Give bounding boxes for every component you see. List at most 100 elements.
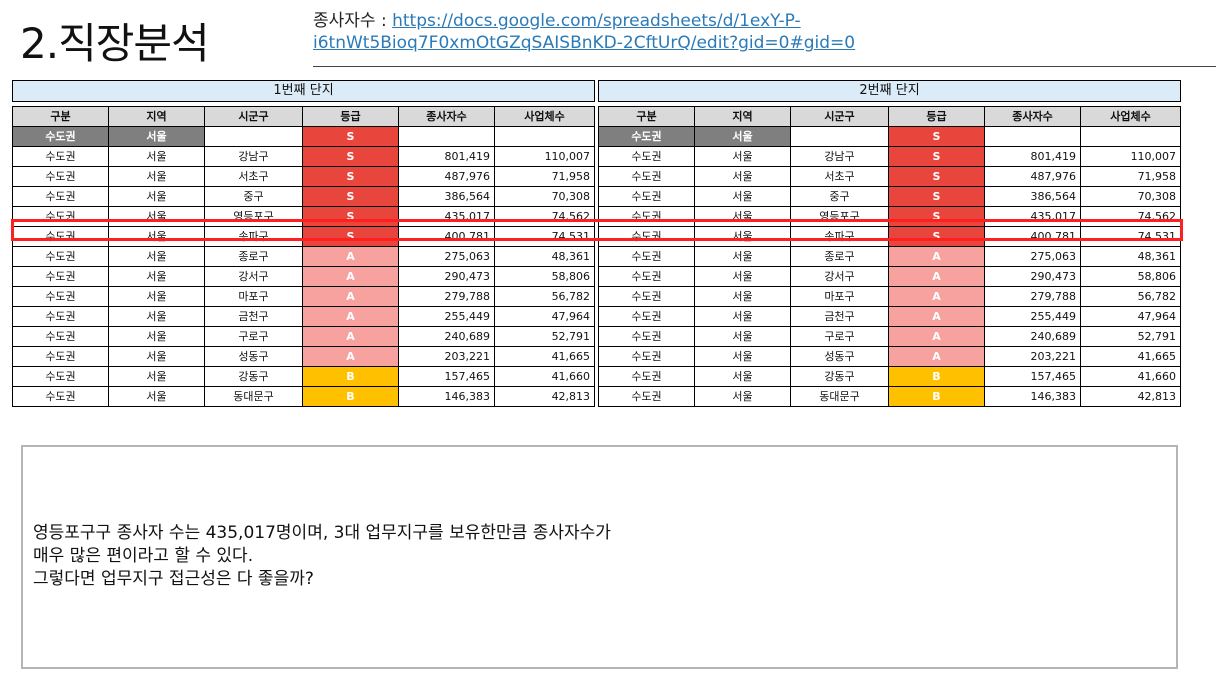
table-cell: 마포구: [204, 286, 303, 307]
table-row: 수도권 서울 강동구 B 157,465 41,660: [12, 366, 596, 387]
table-cell: 157,465: [398, 366, 495, 387]
table-row: 수도권 서울 서초구 S 487,976 71,958: [12, 166, 596, 187]
table-cell: 255,449: [398, 306, 495, 327]
table-cell: 70,308: [1079, 186, 1182, 207]
table-cell: 서울: [108, 266, 205, 287]
table-cell: 203,221: [984, 346, 1081, 367]
table-cell: 수도권: [12, 366, 109, 387]
table-cell: 110,007: [1079, 146, 1182, 167]
table-cell: S: [888, 206, 985, 227]
table-cell: 47,964: [493, 306, 596, 327]
table-row: 수도권 서울 마포구 A 279,788 56,782: [598, 286, 1182, 307]
table-cell: 58,806: [493, 266, 596, 287]
table-cell: [984, 126, 1081, 147]
table-cell: [790, 126, 889, 147]
table-row: 수도권 서울 중구 S 386,564 70,308: [12, 186, 596, 207]
table-cell: 영등포구: [790, 206, 889, 227]
table-cell: 435,017: [984, 206, 1081, 227]
table-cell: A: [888, 286, 985, 307]
table-cell: 146,383: [398, 386, 495, 407]
table-cell: 서울: [108, 226, 205, 247]
table-cell: 수도권: [598, 346, 695, 367]
table-cell: 279,788: [398, 286, 495, 307]
table-cell: 서울: [694, 286, 791, 307]
table-cell: 금천구: [204, 306, 303, 327]
employment-table-2: 2번째 단지 구분 지역 시군구 등급 종사자수 사업체수 수도권 서울 S 수도권 서울 강남구 S 80…: [597, 80, 1182, 407]
table-cell: 수도권: [12, 306, 109, 327]
table-row: 수도권 서울 종로구 A 275,063 48,361: [12, 246, 596, 267]
table-cell: 240,689: [984, 326, 1081, 347]
table-cell: 48,361: [1079, 246, 1182, 267]
table-cell: A: [888, 326, 985, 347]
column-header: 시군구: [790, 106, 889, 127]
table-cell: S: [888, 126, 985, 147]
source-link-line1[interactable]: https://docs.google.com/spreadsheets/d/1…: [392, 11, 801, 31]
table-cell: S: [302, 206, 399, 227]
table-cell: S: [888, 146, 985, 167]
note-line-3: 그렇다면 업무지구 접근성은 다 좋을까?: [33, 569, 314, 589]
table-cell: 41,660: [493, 366, 596, 387]
table-cell: 강남구: [790, 146, 889, 167]
table-title: 2번째 단지: [597, 80, 1182, 102]
table-row: 수도권 서울 송파구 S 400,781 74,531: [598, 226, 1182, 247]
table-cell: 서울: [694, 386, 791, 407]
column-header: 시군구: [204, 106, 303, 127]
source-link-line2[interactable]: i6tnWt5Bioq7F0xmOtGZqSAISBnKD-2CftUrQ/ed…: [313, 33, 856, 53]
table-cell: 수도권: [12, 386, 109, 407]
table-cell: 서울: [694, 126, 791, 147]
table-cell: 서울: [694, 206, 791, 227]
table-row: 수도권 서울 구로구 A 240,689 52,791: [12, 326, 596, 347]
table-cell: 801,419: [398, 146, 495, 167]
table-row: 수도권 서울 성동구 A 203,221 41,665: [12, 346, 596, 367]
source-label: 종사자수 :: [313, 11, 393, 31]
column-header: 종사자수: [398, 106, 495, 127]
note-line-1: 영등포구구 종사자 수는 435,017명이며, 3대 업무지구를 보유한만큼 …: [33, 523, 611, 543]
table-cell: A: [302, 286, 399, 307]
column-header: 종사자수: [984, 106, 1081, 127]
table-cell: 수도권: [598, 306, 695, 327]
table-cell: 487,976: [398, 166, 495, 187]
table-cell: 290,473: [984, 266, 1081, 287]
table-cell: S: [888, 166, 985, 187]
table-cell: 강동구: [790, 366, 889, 387]
table-cell: 성동구: [790, 346, 889, 367]
table-cell: A: [302, 306, 399, 327]
table-cell: 금천구: [790, 306, 889, 327]
table-cell: 서울: [108, 326, 205, 347]
table-cell: A: [302, 246, 399, 267]
table-cell: 157,465: [984, 366, 1081, 387]
table-cell: 수도권: [12, 186, 109, 207]
note-box: 영등포구구 종사자 수는 435,017명이며, 3대 업무지구를 보유한만큼 …: [21, 445, 1178, 669]
table-cell: 수도권: [598, 146, 695, 167]
table-cell: 47,964: [1079, 306, 1182, 327]
table-cell: 서울: [694, 166, 791, 187]
table-cell: 강서구: [204, 266, 303, 287]
table-row: 수도권 서울 송파구 S 400,781 74,531: [12, 226, 596, 247]
table-row: 수도권 서울 강남구 S 801,419 110,007: [12, 146, 596, 167]
column-header: 사업체수: [493, 106, 596, 127]
table-cell: 42,813: [493, 386, 596, 407]
table-cell: A: [302, 346, 399, 367]
table-title: 1번째 단지: [11, 80, 596, 102]
table-cell: 수도권: [598, 366, 695, 387]
table-cell: 수도권: [12, 346, 109, 367]
table-cell: 중구: [790, 186, 889, 207]
table-cell: 41,660: [1079, 366, 1182, 387]
table-cell: 수도권: [12, 246, 109, 267]
table-cell: 구로구: [790, 326, 889, 347]
table-cell: 종로구: [790, 246, 889, 267]
table-cell: 146,383: [984, 386, 1081, 407]
table-cell: 서울: [108, 126, 205, 147]
table-cell: 수도권: [598, 206, 695, 227]
table-row: 수도권 서울 영등포구 S 435,017 74,562: [598, 206, 1182, 227]
note-text: 영등포구구 종사자 수는 435,017명이며, 3대 업무지구를 보유한만큼 …: [33, 522, 611, 591]
table-row: 수도권 서울 종로구 A 275,063 48,361: [598, 246, 1182, 267]
table-cell: 수도권: [12, 266, 109, 287]
table-cell: 70,308: [493, 186, 596, 207]
table-cell: A: [888, 246, 985, 267]
table-cell: 수도권: [598, 226, 695, 247]
employment-table-1: 1번째 단지 구분 지역 시군구 등급 종사자수 사업체수 수도권 서울 S 수도권 서울 강남구 S 80…: [11, 80, 596, 407]
table-cell: 386,564: [984, 186, 1081, 207]
table-cell: 서울: [694, 146, 791, 167]
table-row: 수도권 서울 강남구 S 801,419 110,007: [598, 146, 1182, 167]
